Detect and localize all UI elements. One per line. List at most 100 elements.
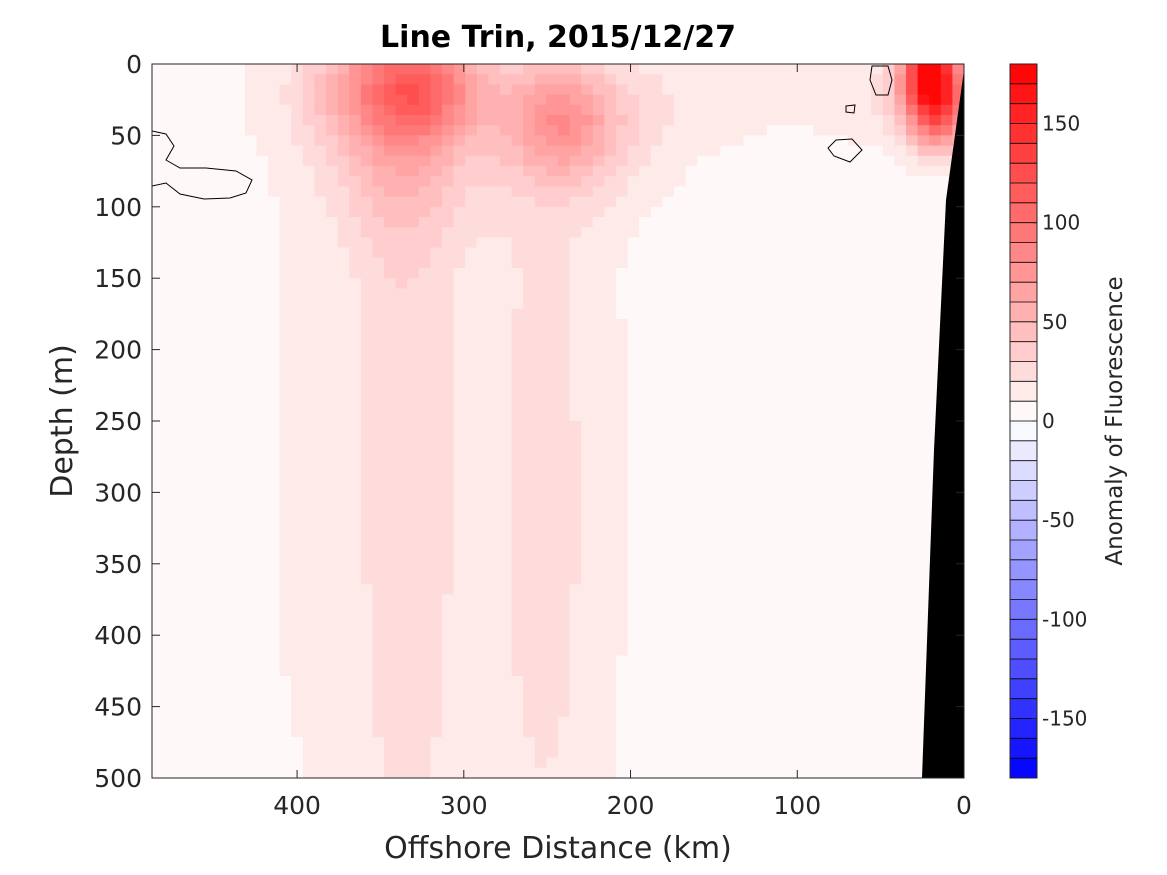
field-cell bbox=[859, 74, 872, 85]
field-cell bbox=[210, 176, 223, 187]
field-cell bbox=[430, 349, 443, 361]
field-cell bbox=[569, 441, 582, 453]
field-cell bbox=[720, 563, 733, 575]
field-cell bbox=[906, 84, 919, 96]
field-cell bbox=[442, 482, 455, 493]
field-cell bbox=[546, 186, 559, 198]
field-cell bbox=[697, 257, 710, 269]
field-cell bbox=[163, 451, 176, 463]
field-cell bbox=[627, 176, 640, 187]
field-cell bbox=[882, 268, 895, 279]
field-cell bbox=[511, 390, 524, 402]
field-cell bbox=[244, 339, 257, 351]
field-cell bbox=[604, 308, 617, 320]
field-cell bbox=[152, 390, 165, 402]
field-cell bbox=[210, 339, 223, 351]
field-cell bbox=[848, 339, 861, 351]
field-cell bbox=[743, 533, 756, 544]
field-cell bbox=[929, 206, 942, 218]
field-cell bbox=[175, 737, 188, 748]
field-cell bbox=[210, 747, 223, 759]
field-cell bbox=[198, 767, 211, 778]
field-cell bbox=[349, 767, 362, 778]
field-cell bbox=[627, 196, 640, 208]
field-cell bbox=[175, 625, 188, 636]
field-cell bbox=[523, 451, 536, 463]
field-cell bbox=[546, 278, 559, 289]
field-cell bbox=[534, 676, 547, 687]
field-cell bbox=[511, 74, 524, 85]
field-cell bbox=[511, 563, 524, 575]
field-cell bbox=[302, 370, 315, 381]
field-cell bbox=[407, 523, 420, 534]
field-cell bbox=[372, 176, 385, 187]
field-cell bbox=[326, 176, 339, 187]
field-cell bbox=[616, 696, 629, 708]
field-cell bbox=[882, 645, 895, 657]
field-cell bbox=[175, 288, 188, 300]
field-cell bbox=[848, 563, 861, 575]
field-cell bbox=[616, 84, 629, 96]
field-cell bbox=[627, 441, 640, 453]
field-cell bbox=[848, 625, 861, 636]
field-cell bbox=[268, 349, 281, 361]
field-cell bbox=[163, 64, 176, 75]
field-cell bbox=[732, 757, 745, 769]
field-cell bbox=[279, 614, 292, 626]
field-cell bbox=[291, 747, 304, 759]
field-cell bbox=[848, 94, 861, 106]
field-cell bbox=[500, 349, 513, 361]
field-cell bbox=[175, 176, 188, 187]
field-cell bbox=[186, 635, 199, 646]
field-cell bbox=[221, 635, 234, 646]
field-cell bbox=[198, 655, 211, 667]
field-cell bbox=[662, 74, 675, 85]
field-cell bbox=[488, 594, 501, 606]
field-cell bbox=[685, 359, 698, 371]
field-cell bbox=[813, 502, 826, 514]
field-cell bbox=[210, 645, 223, 657]
field-cell bbox=[708, 696, 721, 708]
field-cell bbox=[685, 125, 698, 136]
field-cell bbox=[685, 217, 698, 228]
field-cell bbox=[337, 125, 350, 136]
field-cell bbox=[894, 512, 907, 524]
field-cell bbox=[337, 482, 350, 493]
field-cell bbox=[337, 288, 350, 300]
field-cell bbox=[453, 176, 466, 187]
field-cell bbox=[766, 227, 779, 238]
field-cell bbox=[859, 339, 872, 351]
field-cell bbox=[302, 604, 315, 616]
field-cell bbox=[592, 84, 605, 96]
field-cell bbox=[360, 278, 373, 289]
field-cell bbox=[476, 563, 489, 575]
field-cell bbox=[349, 421, 362, 432]
field-cell bbox=[244, 563, 257, 575]
field-cell bbox=[384, 278, 397, 289]
field-cell bbox=[894, 431, 907, 442]
field-cell bbox=[430, 247, 443, 259]
field-cell bbox=[430, 614, 443, 626]
field-cell bbox=[917, 125, 930, 136]
field-cell bbox=[824, 380, 837, 391]
field-cell bbox=[488, 166, 501, 177]
field-cell bbox=[384, 400, 397, 412]
field-cell bbox=[906, 410, 919, 422]
field-cell bbox=[720, 237, 733, 249]
field-cell bbox=[801, 655, 814, 667]
field-cell bbox=[442, 257, 455, 269]
field-cell bbox=[268, 206, 281, 218]
field-cell bbox=[221, 533, 234, 544]
field-cell bbox=[743, 431, 756, 442]
field-cell bbox=[616, 421, 629, 432]
field-cell bbox=[674, 665, 687, 677]
field-cell bbox=[871, 74, 884, 85]
field-cell bbox=[871, 421, 884, 432]
field-cell bbox=[210, 257, 223, 269]
field-cell bbox=[662, 614, 675, 626]
field-cell bbox=[418, 257, 431, 269]
field-cell bbox=[337, 319, 350, 330]
field-cell bbox=[302, 400, 315, 412]
field-cell bbox=[152, 533, 165, 544]
field-cell bbox=[639, 104, 652, 116]
